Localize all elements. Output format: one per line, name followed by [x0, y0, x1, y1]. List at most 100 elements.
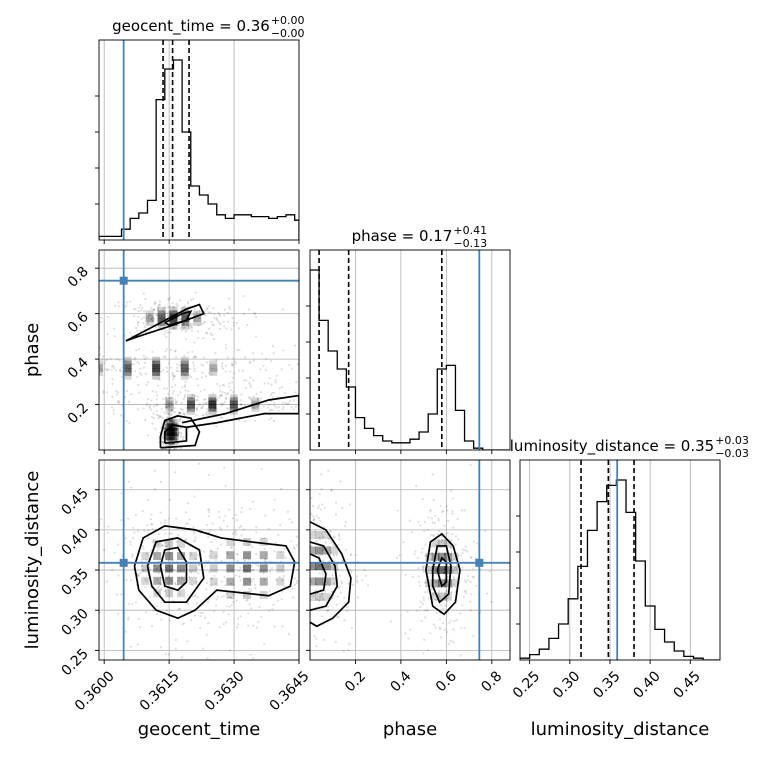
scatter-point: [443, 628, 446, 632]
scatter-point: [169, 419, 172, 422]
scatter-points: [99, 462, 392, 660]
scatter-point: [213, 316, 216, 320]
scatter-point: [137, 315, 140, 318]
scatter-point: [165, 577, 169, 580]
scatter-point: [139, 330, 142, 333]
scatter-point: [134, 357, 137, 360]
scatter-point: [165, 438, 168, 441]
scatter-point: [422, 570, 425, 573]
contour-line: [310, 541, 339, 612]
scatter-point: [232, 593, 235, 596]
scatter-point: [155, 567, 158, 571]
contour-line: [125, 303, 205, 342]
scatter-point: [91, 357, 93, 359]
scatter-point: [42, 383, 44, 385]
scatter-point: [179, 417, 182, 420]
scatter-point: [310, 496, 313, 500]
scatter-point: [138, 347, 141, 351]
scatter-point: [205, 411, 208, 414]
scatter-point: [290, 521, 294, 524]
density-cell: [300, 547, 308, 555]
scatter-point: [161, 435, 164, 438]
scatter-point: [203, 565, 206, 568]
scatter-point: [84, 376, 86, 378]
scatter-point: [435, 598, 438, 601]
scatter-point: [404, 573, 407, 577]
scatter-point: [385, 578, 387, 580]
scatter-point: [273, 498, 276, 501]
scatter-point: [356, 581, 359, 584]
scatter-point: [167, 413, 171, 416]
density-cell: [322, 531, 331, 540]
scatter-point: [445, 505, 448, 508]
scatter-point: [337, 586, 340, 590]
scatter-point: [46, 412, 48, 414]
x-tick-label: 0.3645: [267, 668, 313, 714]
scatter-point: [125, 578, 128, 582]
scatter-point: [302, 560, 304, 562]
scatter-point: [181, 437, 185, 441]
scatter-point: [206, 307, 209, 311]
scatter-point: [91, 372, 93, 374]
scatter-point: [431, 521, 434, 524]
scatter-point: [240, 403, 243, 406]
scatter-point: [472, 540, 476, 543]
scatter-point: [179, 407, 182, 410]
scatter-point: [161, 544, 164, 547]
scatter-point: [419, 606, 422, 609]
scatter-point: [305, 391, 307, 393]
scatter-point: [190, 329, 193, 332]
scatter-point: [277, 477, 279, 479]
scatter-point: [402, 541, 405, 544]
scatter-point: [211, 334, 214, 337]
scatter-point: [117, 401, 120, 404]
scatter-point: [270, 416, 273, 419]
scatter-point: [221, 390, 224, 394]
scatter-point: [169, 436, 172, 439]
scatter-point: [281, 625, 284, 628]
panel-title-text: geocent_time = 0.36: [112, 17, 270, 36]
scatter-point: [296, 579, 299, 583]
density-cell: [171, 423, 180, 432]
scatter-point: [167, 393, 170, 396]
scatter-point: [154, 302, 157, 305]
scatter-point: [390, 583, 392, 585]
scatter-point: [466, 578, 470, 582]
scatter-point: [145, 404, 148, 407]
density-cell: [186, 394, 195, 403]
scatter-point: [339, 480, 342, 483]
scatter-point: [156, 373, 159, 376]
scatter-point: [214, 351, 217, 355]
scatter-point: [223, 308, 226, 311]
scatter-point: [151, 390, 154, 393]
scatter-point: [216, 319, 220, 322]
scatter-point: [341, 507, 344, 510]
scatter-point: [164, 554, 167, 557]
scatter-point: [275, 374, 278, 377]
scatter-point: [327, 609, 330, 612]
scatter-point: [280, 386, 283, 389]
scatter-point: [215, 604, 218, 607]
density-cell: [153, 564, 162, 573]
scatter-point: [338, 544, 340, 546]
scatter-point: [416, 556, 419, 560]
scatter-point: [54, 383, 56, 385]
scatter-point: [160, 576, 163, 579]
scatter-point: [313, 517, 316, 520]
scatter-point: [138, 391, 141, 394]
scatter-point: [202, 322, 205, 325]
scatter-point: [201, 611, 204, 615]
scatter-point: [189, 619, 193, 622]
scatter-point: [119, 369, 122, 373]
scatter-point: [287, 402, 290, 405]
scatter-point: [318, 519, 321, 522]
scatter-point: [294, 391, 297, 394]
scatter-point: [234, 533, 238, 536]
scatter-point: [313, 635, 316, 638]
scatter-point: [443, 552, 446, 555]
scatter-point: [275, 406, 278, 409]
scatter-point: [51, 355, 53, 357]
scatter-point: [4, 364, 6, 366]
scatter-point: [335, 554, 339, 557]
scatter-point: [179, 431, 182, 434]
